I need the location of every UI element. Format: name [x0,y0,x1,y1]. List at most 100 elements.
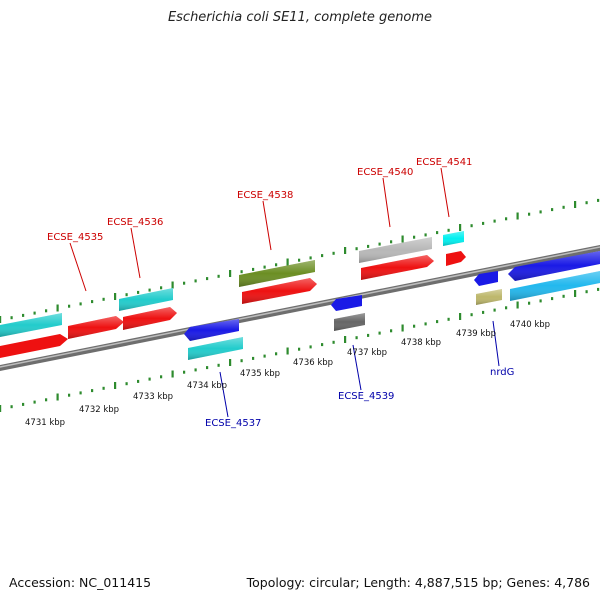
map-title: Escherichia coli SE11, complete genome [167,10,433,25]
feature-ECSE-4539[interactable] [334,313,365,331]
track-tick [45,309,48,313]
track-tick [148,377,151,381]
track-tick [263,354,266,358]
track-tick [275,263,278,267]
feature-nrdG[interactable] [476,289,502,305]
label-leaders-bottom [219,320,500,418]
feature-nrdG-blue[interactable] [474,271,498,286]
track-tick [355,247,358,251]
track-tick [252,267,255,271]
feature-ECSE-4536[interactable] [123,307,177,330]
kbp-tick-label: 4732 kbp [79,405,119,415]
genome-summary-text: Topology: circular; Length: 4,887,515 bp… [246,575,590,590]
gene-label-ECSE-4541[interactable]: ECSE_4541 [416,157,472,168]
track-tick [68,393,71,397]
track-tick [344,336,347,343]
feature-ECSE-4541-aqua[interactable] [443,231,464,246]
track-tick [447,317,450,321]
track-tick [390,329,393,333]
track-tick [148,288,151,292]
gene-label-ECSE-4538[interactable]: ECSE_4538 [237,190,293,201]
track-tick [298,258,301,262]
track-tick [413,235,416,239]
accession-text: Accession: NC_011415 [9,575,152,590]
feature-ECSE-4537-blue[interactable] [184,319,239,341]
track-tick [68,304,71,308]
track-tick [22,402,25,406]
feature-ECSE-4538-olive[interactable] [239,260,315,287]
track-tick [309,256,312,260]
track-tick [114,382,117,389]
track-tick [424,322,427,326]
feature-ECSE-4539-blue[interactable] [331,295,362,311]
feature-ECSE-4540-gray[interactable] [359,237,432,263]
kbp-tick-label: 4735 kbp [240,369,280,379]
track-tick [137,290,140,294]
kbp-tick-label: 4740 kbp [510,320,550,330]
kbp-tick-label: 4734 kbp [187,381,227,391]
track-tick [493,219,496,223]
track-tick [482,310,485,314]
track-tick [102,386,105,390]
feature-forward-red-1[interactable] [0,334,68,358]
track-tick [240,359,243,363]
track-tick [79,302,82,306]
track-tick [137,379,140,383]
gene-label-nrdG[interactable]: nrdG [490,367,514,378]
track-tick [574,290,577,297]
track-tick [286,258,289,266]
feature-ECSE-4538[interactable] [242,278,317,304]
kbp-tick-label: 4738 kbp [401,338,441,348]
track-tick [125,382,128,386]
track-tick [436,231,439,235]
track-tick [355,336,358,340]
track-tick [22,313,25,317]
track-tick [309,345,312,349]
track-tick [424,233,427,237]
feature-reverse-skyblue-right[interactable] [510,270,600,301]
track-tick [160,375,163,379]
track-tick [33,311,36,315]
kbp-tick-label: 4731 kbp [25,418,65,428]
track-tick [0,316,2,323]
track-tick [194,368,197,372]
track-tick [390,240,393,244]
gene-label-ECSE-4539[interactable]: ECSE_4539 [338,391,394,402]
track-tick [56,304,59,312]
track-tick [286,347,289,355]
track-tick [91,389,94,393]
track-tick [217,274,220,278]
track-tick [597,287,600,291]
track-tick [528,301,531,305]
track-tick [574,201,577,208]
track-tick [332,340,335,344]
gene-label-ECSE-4540[interactable]: ECSE_4540 [357,167,413,178]
feature-ECSE-4535[interactable] [68,316,124,339]
feature-ECSE-4541[interactable] [446,251,466,266]
track-tick [114,293,117,300]
track-tick [183,281,186,285]
track-tick [252,356,255,360]
feature-forward-cyan-1[interactable] [0,313,62,337]
track-tick [401,324,404,332]
kbp-tick-label: 4736 kbp [293,358,333,368]
gene-label-ECSE-4535[interactable]: ECSE_4535 [47,232,103,243]
track-tick [79,391,82,395]
gene-label-ECSE-4536[interactable]: ECSE_4536 [107,217,163,228]
dotted-track-upper [0,198,600,323]
track-tick [229,270,232,277]
track-tick [171,370,174,378]
feature-forward-cyan-2[interactable] [119,288,173,311]
track-tick [516,212,519,220]
feature-ECSE-4537[interactable] [188,337,243,360]
track-tick [528,212,531,216]
track-tick [505,306,508,310]
track-tick [401,235,404,243]
track-tick [298,347,301,351]
gene-label-ECSE-4537[interactable]: ECSE_4537 [205,418,261,429]
feature-reverse-blue-right[interactable] [508,250,600,281]
track-tick [562,205,565,209]
track-tick [56,393,59,401]
feature-ECSE-4540[interactable] [361,255,434,280]
